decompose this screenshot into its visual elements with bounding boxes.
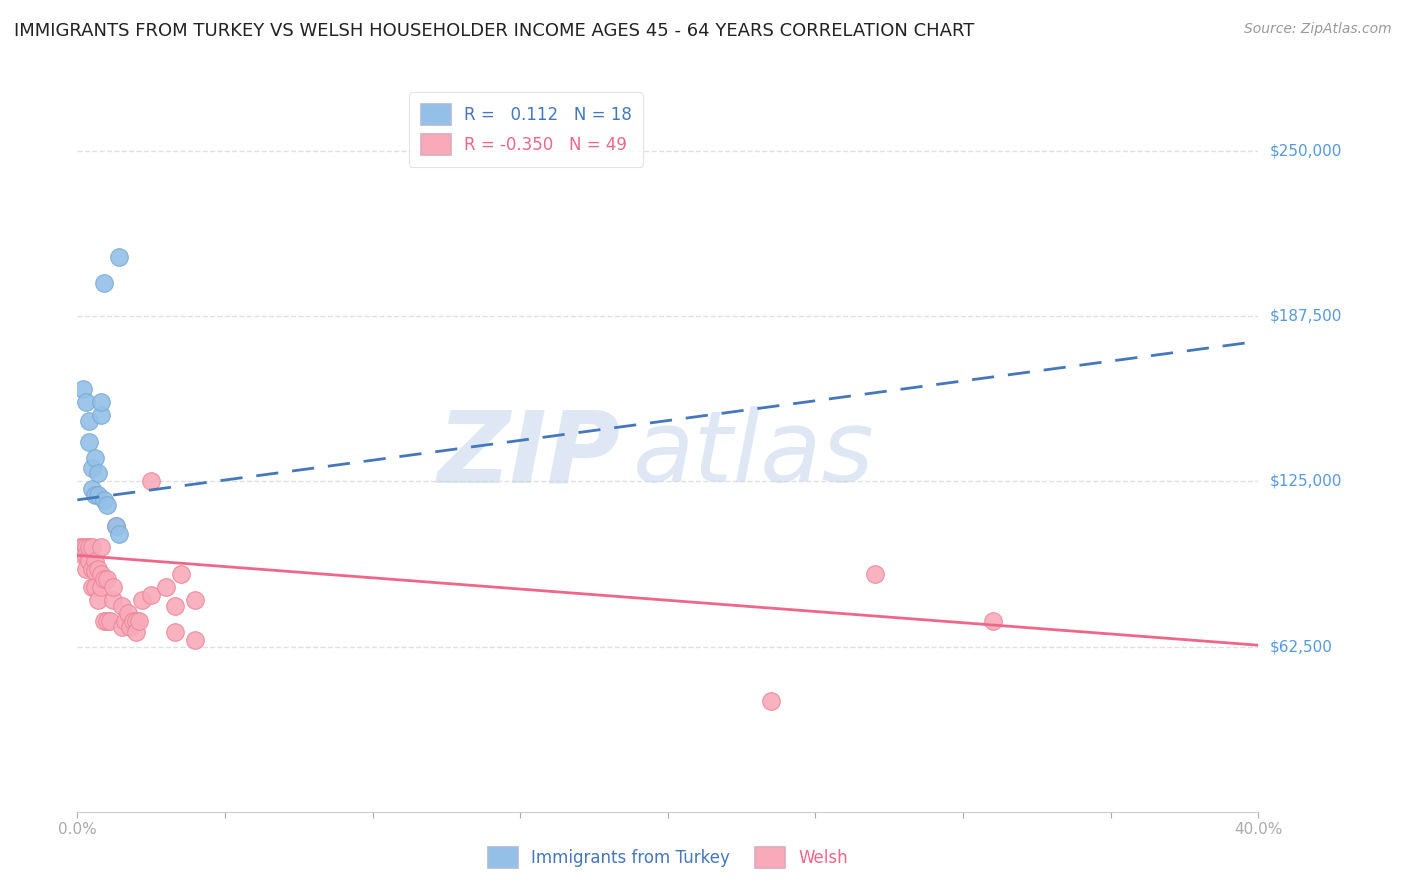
Point xyxy=(84,554,107,568)
Point xyxy=(122,615,145,629)
Text: $250,000: $250,000 xyxy=(1270,144,1343,159)
Point xyxy=(863,566,886,581)
Point xyxy=(117,607,139,621)
Point xyxy=(90,541,112,555)
Point xyxy=(84,487,107,501)
Point xyxy=(104,519,127,533)
Point xyxy=(75,561,97,575)
Point xyxy=(82,561,104,575)
Point xyxy=(77,434,100,449)
Point xyxy=(82,483,104,497)
Point xyxy=(77,554,100,568)
Point xyxy=(75,541,97,555)
Point xyxy=(84,564,107,578)
Text: ZIP: ZIP xyxy=(437,407,620,503)
Point xyxy=(75,549,97,563)
Point xyxy=(141,475,163,489)
Point xyxy=(981,615,1004,629)
Point xyxy=(87,467,110,481)
Point xyxy=(114,615,136,629)
Point xyxy=(111,599,132,613)
Point xyxy=(69,541,91,555)
Point xyxy=(90,566,112,581)
Point xyxy=(90,409,112,423)
Point xyxy=(82,541,104,555)
Point xyxy=(141,588,163,602)
Point xyxy=(163,625,186,640)
Text: $62,500: $62,500 xyxy=(1270,639,1333,654)
Point xyxy=(87,593,110,607)
Point xyxy=(163,599,186,613)
Point xyxy=(98,615,121,629)
Point xyxy=(93,492,115,507)
Point xyxy=(101,580,124,594)
Point xyxy=(90,580,112,594)
Point xyxy=(93,276,115,290)
Point xyxy=(82,461,104,475)
Point xyxy=(104,519,127,533)
Point xyxy=(170,566,193,581)
Text: Source: ZipAtlas.com: Source: ZipAtlas.com xyxy=(1244,22,1392,37)
Point xyxy=(131,593,153,607)
Text: atlas: atlas xyxy=(633,407,875,503)
Point xyxy=(96,498,118,512)
Point xyxy=(120,620,142,634)
Point xyxy=(125,615,148,629)
Point xyxy=(96,615,118,629)
Text: $187,500: $187,500 xyxy=(1270,309,1343,324)
Point xyxy=(77,549,100,563)
Point xyxy=(72,382,94,396)
Point xyxy=(82,580,104,594)
Point xyxy=(72,549,94,563)
Point xyxy=(155,580,177,594)
Point xyxy=(87,561,110,575)
Point xyxy=(77,541,100,555)
Point xyxy=(107,527,129,541)
Point xyxy=(84,580,107,594)
Point xyxy=(96,572,118,586)
Legend: Immigrants from Turkey, Welsh: Immigrants from Turkey, Welsh xyxy=(481,840,855,875)
Text: IMMIGRANTS FROM TURKEY VS WELSH HOUSEHOLDER INCOME AGES 45 - 64 YEARS CORRELATIO: IMMIGRANTS FROM TURKEY VS WELSH HOUSEHOL… xyxy=(14,22,974,40)
Point xyxy=(84,450,107,465)
Point xyxy=(125,625,148,640)
Point xyxy=(87,487,110,501)
Point xyxy=(101,593,124,607)
Point xyxy=(90,395,112,409)
Point xyxy=(72,541,94,555)
Point xyxy=(761,694,783,708)
Text: $125,000: $125,000 xyxy=(1270,474,1343,489)
Point xyxy=(107,250,129,264)
Point xyxy=(184,632,207,647)
Point xyxy=(75,395,97,409)
Point xyxy=(77,413,100,427)
Point xyxy=(93,572,115,586)
Point xyxy=(184,593,207,607)
Point xyxy=(111,620,132,634)
Point xyxy=(128,615,150,629)
Point xyxy=(93,615,115,629)
